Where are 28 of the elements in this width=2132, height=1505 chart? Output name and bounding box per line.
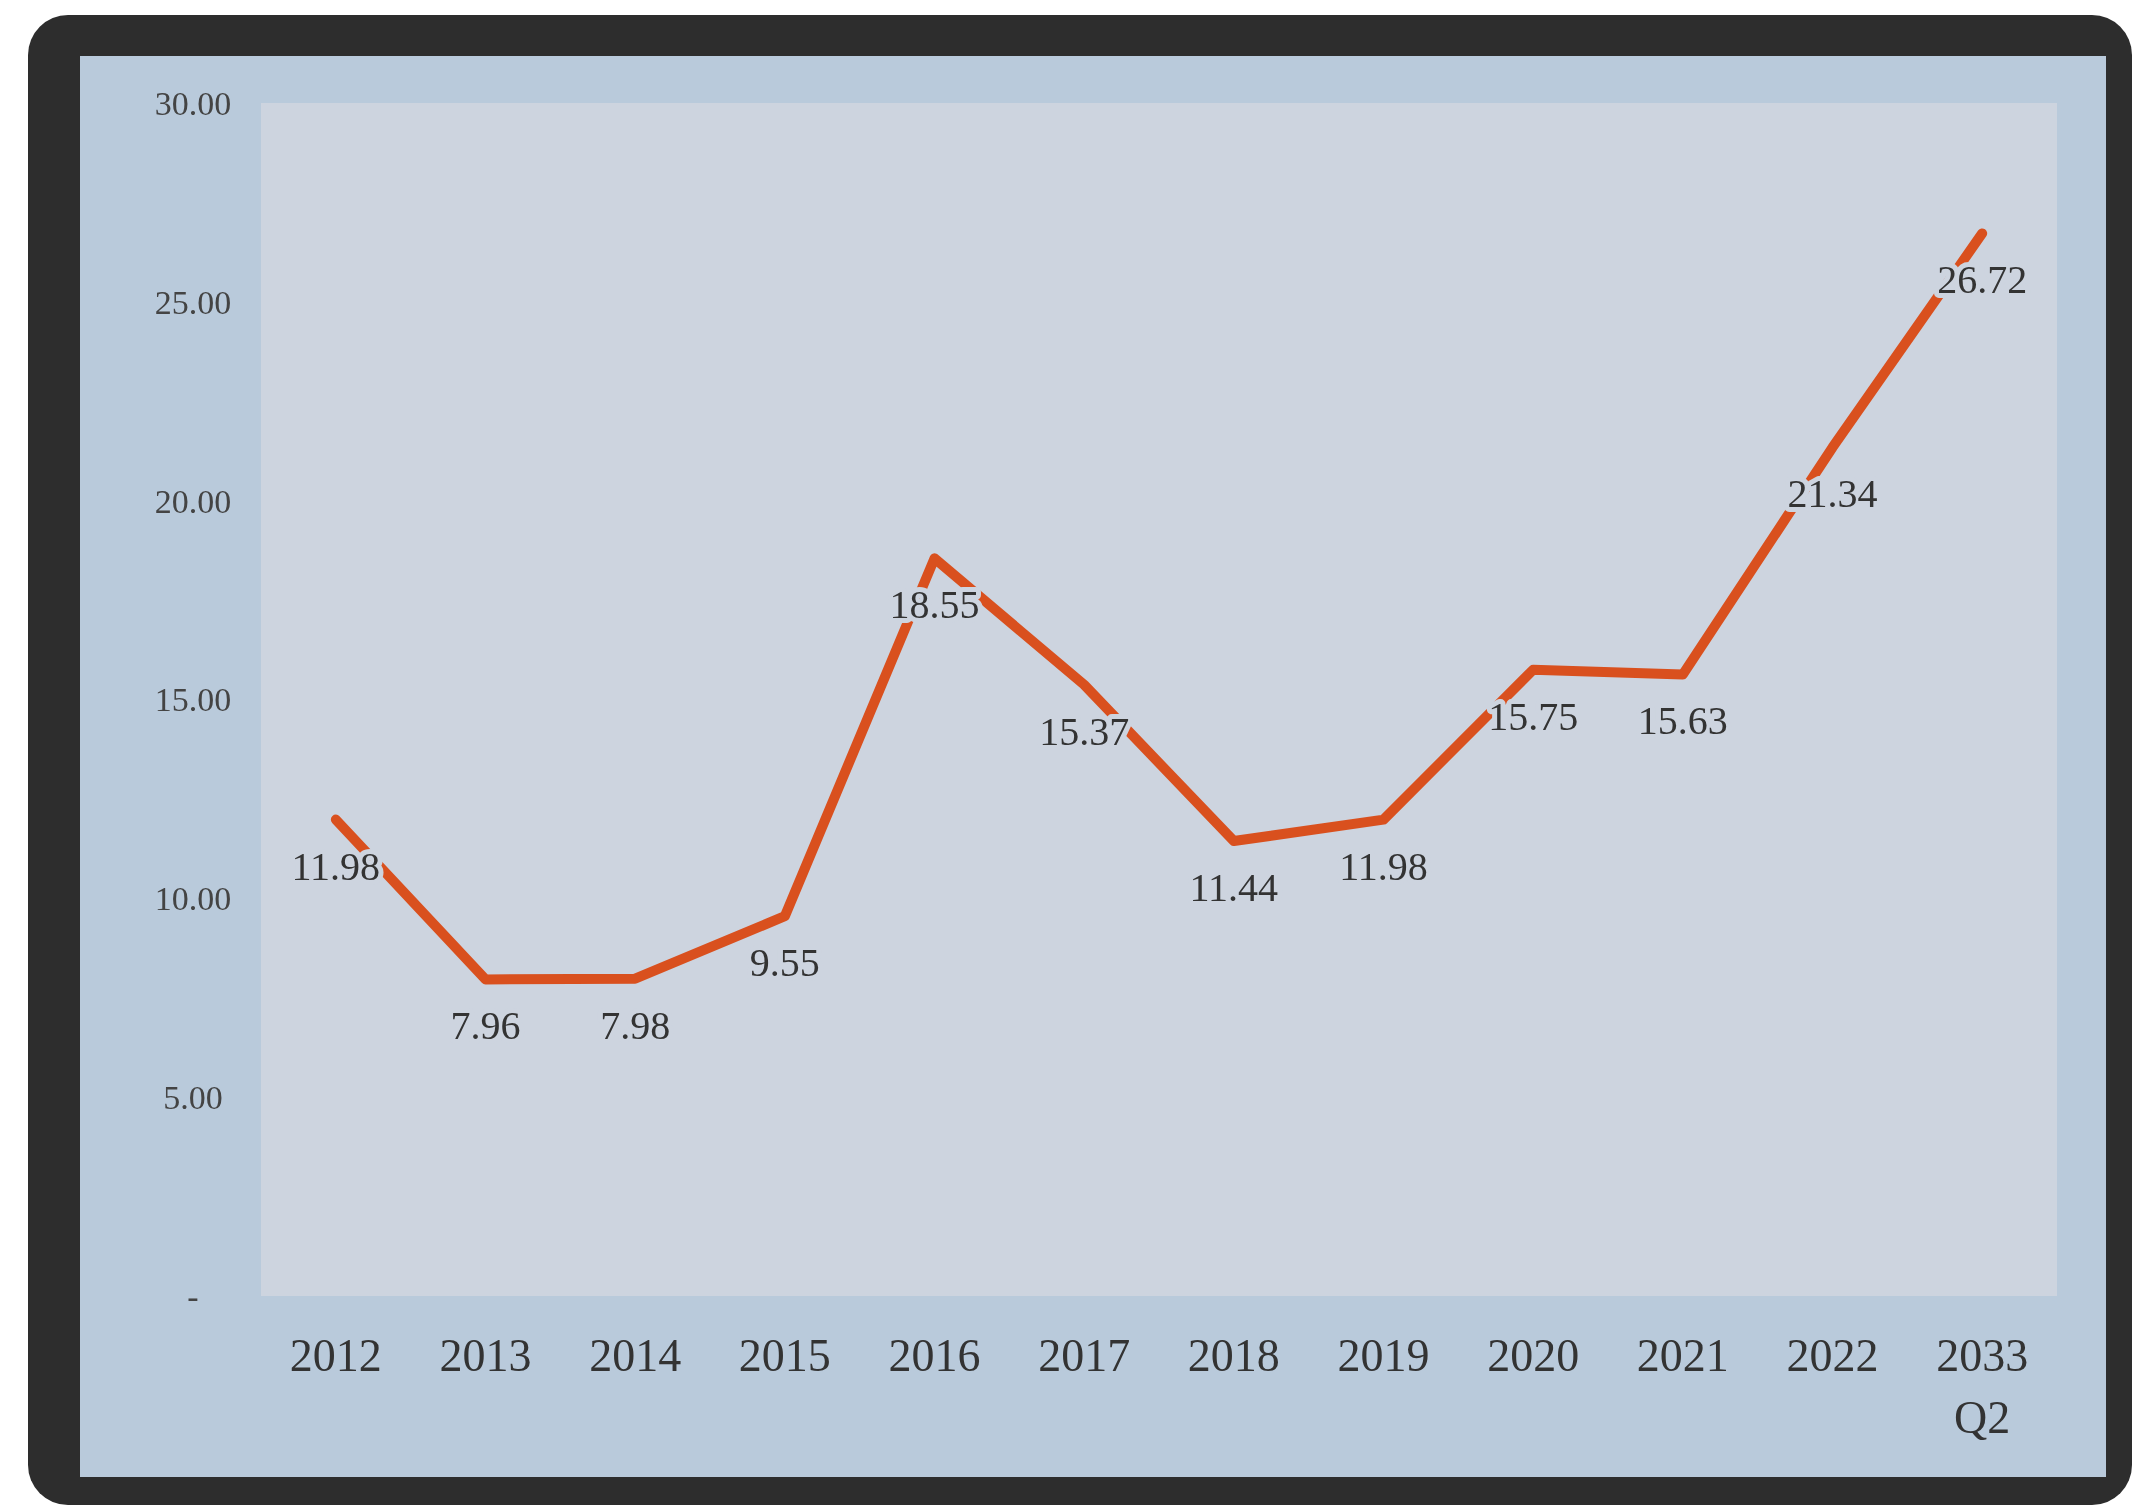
data-label: 15.63 — [1637, 698, 1728, 744]
x-tick-label: 2015 — [738, 1330, 831, 1381]
x-tick-label: 2014 — [589, 1330, 682, 1381]
data-label: 15.37 — [1039, 708, 1130, 754]
x-tick-label: 2019 — [1337, 1330, 1430, 1381]
x-tick-label: 2033 Q2 — [1936, 1330, 2029, 1443]
x-tick-label: 2022 — [1786, 1330, 1879, 1381]
data-label: 15.75 — [1488, 693, 1579, 739]
y-tick-label: 30.00 — [154, 84, 232, 122]
y-tick-label: 15.00 — [154, 681, 232, 719]
y-tick-label: 10.00 — [154, 880, 232, 918]
data-label: 11.98 — [291, 843, 381, 889]
data-label: 9.55 — [749, 940, 820, 986]
y-tick-label: 25.00 — [154, 283, 232, 321]
x-tick-label: 2020 — [1487, 1330, 1580, 1381]
y-tick-label: 5.00 — [163, 1079, 223, 1117]
x-tick-label: 2021 — [1636, 1330, 1729, 1381]
x-tick-label: 2016 — [888, 1330, 981, 1381]
x-tick-label: 2018 — [1187, 1330, 1280, 1381]
data-label: 11.44 — [1189, 865, 1279, 911]
x-tick-label: 2012 — [289, 1330, 382, 1381]
data-label: 11.98 — [1339, 843, 1428, 889]
y-tick-label: 20.00 — [154, 482, 232, 520]
x-tick-label: 2013 — [439, 1330, 532, 1381]
data-label: 7.98 — [600, 1002, 671, 1048]
y-tick-label: - — [187, 1277, 199, 1315]
data-label: 7.96 — [450, 1003, 521, 1049]
x-tick-label: 2017 — [1038, 1330, 1131, 1381]
